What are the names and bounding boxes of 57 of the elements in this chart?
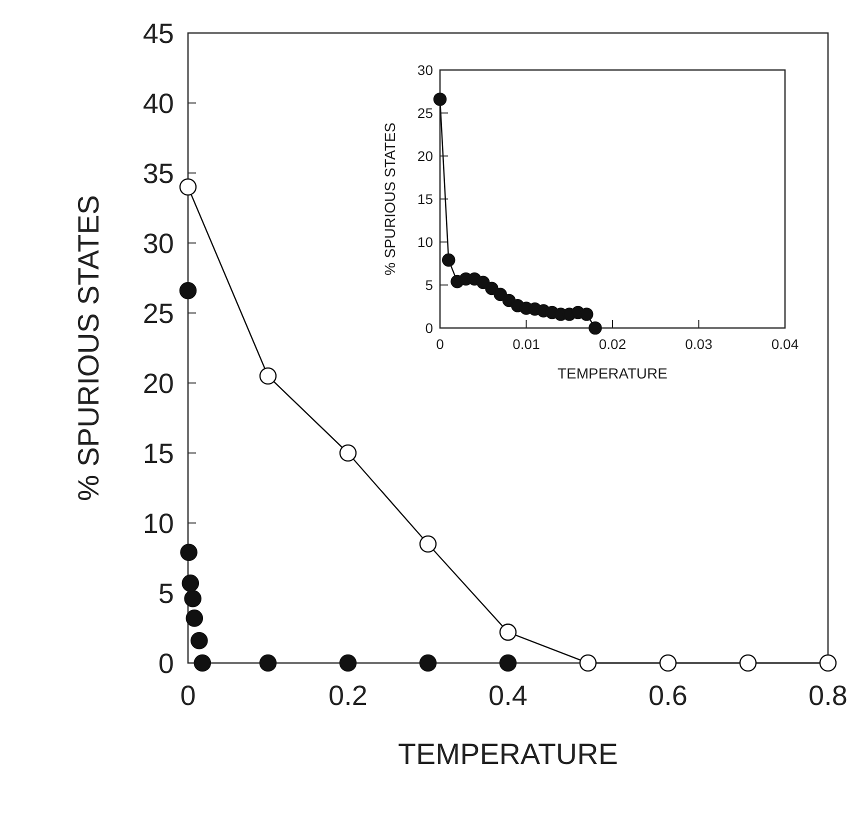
point [588, 321, 602, 335]
x-tick-label: 0.8 [808, 680, 848, 711]
x-tick-label: 0.01 [512, 336, 540, 352]
y-tick-label: 20 [417, 148, 434, 164]
point [339, 444, 357, 462]
point [579, 654, 597, 672]
x-tick-label: 0.4 [488, 680, 528, 711]
point [184, 590, 202, 608]
point [659, 654, 677, 672]
y-tick-label: 0 [158, 648, 174, 679]
x-tick-label: 0.6 [648, 680, 688, 711]
y-axis-title: % SPURIOUS STATES [72, 195, 106, 501]
x-axis-title: TEMPERATURE [558, 366, 668, 382]
y-tick-label: 15 [417, 190, 434, 207]
point [499, 624, 517, 641]
x-axis-title: TEMPERATURE [398, 738, 618, 771]
point [186, 610, 204, 627]
y-tick-label: 10 [142, 508, 174, 539]
y-tick-label: 30 [417, 62, 434, 78]
y-tick-label: 25 [142, 298, 174, 329]
point [259, 654, 277, 672]
y-tick-label: 15 [142, 438, 174, 469]
x-tick-label: 0.04 [771, 336, 799, 352]
y-tick-label: 35 [142, 158, 174, 189]
point [194, 654, 212, 672]
y-tick-label: 20 [142, 368, 174, 399]
point [739, 654, 757, 672]
point [499, 654, 517, 672]
point [179, 282, 197, 300]
point [339, 654, 357, 672]
point [190, 632, 208, 650]
point [179, 178, 197, 196]
x-tick-label: 0 [180, 680, 196, 711]
x-tick-label: 0.02 [598, 336, 626, 352]
x-tick-label: 0.2 [328, 680, 368, 711]
point [476, 276, 490, 290]
y-tick-label: 30 [142, 228, 174, 259]
point [442, 253, 456, 267]
y-tick-label: 25 [417, 104, 434, 121]
point [259, 367, 277, 385]
point [419, 535, 437, 553]
y-tick-label: 45 [142, 18, 174, 49]
x-tick-label: 0.03 [685, 336, 713, 352]
y-tick-label: 0 [425, 320, 434, 336]
y-tick-label: 40 [142, 88, 174, 119]
y-tick-label: 5 [425, 276, 434, 293]
point [819, 654, 837, 672]
x-tick-label: 0 [436, 336, 444, 352]
point [433, 92, 447, 106]
y-axis-title: % SPURIOUS STATES [383, 122, 400, 276]
point [580, 308, 594, 321]
point [485, 282, 498, 296]
y-tick-label: 5 [158, 578, 174, 609]
point [419, 654, 437, 672]
point [180, 544, 198, 562]
point [182, 574, 200, 592]
y-tick-label: 10 [417, 234, 434, 250]
